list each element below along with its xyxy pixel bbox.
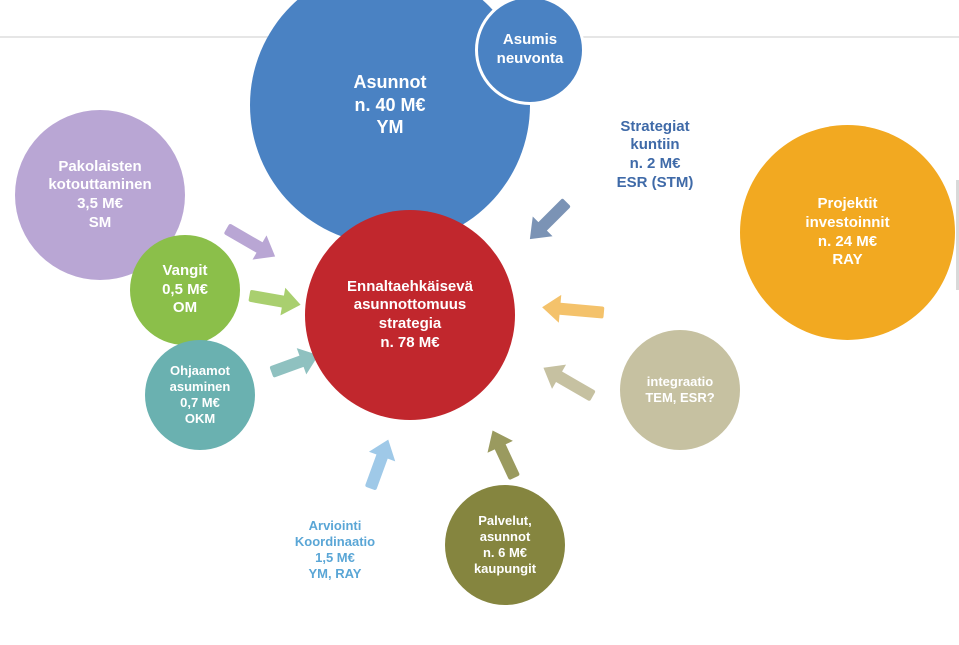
arrow xyxy=(538,357,600,409)
bubble-line: strategia xyxy=(379,315,442,334)
arrow xyxy=(521,192,576,247)
bubble-line: ESR (STM) xyxy=(617,174,694,193)
bubble-line: integraatio xyxy=(647,374,713,390)
arrow xyxy=(247,282,301,318)
bubble-palvelut: Palvelut, asunnot n. 6 M€ kaupungit xyxy=(445,485,565,605)
bubble-line: TEM, ESR? xyxy=(645,390,714,406)
bubble-line: SM xyxy=(89,214,112,233)
bubble-line: Asumis xyxy=(503,31,557,50)
bubble-line: n. 6 M€ xyxy=(483,545,527,561)
arrow xyxy=(357,437,400,494)
bubble-ohjaamot: Ohjaamot asuminen 0,7 M€ OKM xyxy=(145,340,255,450)
bubble-vangit: Vangit 0,5 M€ OM xyxy=(130,235,240,345)
bubble-ennaltaehkaiseva: Ennaltaehkäisevä asunnottomuus strategia… xyxy=(305,210,515,420)
bubble-line: OM xyxy=(173,299,197,318)
bubble-line: n. 24 M€ xyxy=(818,233,877,252)
bubble-line: kotouttaminen xyxy=(48,176,151,195)
arrow xyxy=(481,426,528,483)
bubble-line: Vangit xyxy=(162,262,207,281)
bubble-line: n. 2 M€ xyxy=(630,155,681,174)
bubble-line: Arviointi xyxy=(309,518,362,534)
bubble-projektit: Projektit investoinnit n. 24 M€ RAY xyxy=(740,125,955,340)
bubble-line: kaupungit xyxy=(474,561,536,577)
diagram-stage: Asunnot n. 40 M€ YM Asumis neuvonta Pako… xyxy=(0,0,959,645)
bubble-line: n. 78 M€ xyxy=(380,334,439,353)
bubble-line: Pakolaisten xyxy=(58,158,141,177)
bubble-strategiat: Strategiat kuntiin n. 2 M€ ESR (STM) xyxy=(595,95,715,215)
bubble-line: Ennaltaehkäisevä xyxy=(347,278,473,297)
bubble-line: kuntiin xyxy=(630,136,679,155)
bubble-line: Strategiat xyxy=(620,118,689,137)
bubble-line: Palvelut, xyxy=(478,513,531,529)
bubble-line: Koordinaatio xyxy=(295,534,375,550)
bubble-line: asuminen xyxy=(170,379,231,395)
bubble-line: Ohjaamot xyxy=(170,363,230,379)
bubble-arviointi: Arviointi Koordinaatio 1,5 M€ YM, RAY xyxy=(265,480,405,620)
bubble-line: 3,5 M€ xyxy=(77,195,123,214)
bubble-line: asunnottomuus xyxy=(354,296,467,315)
bubble-line: Asunnot xyxy=(354,71,427,94)
bubble-line: n. 40 M€ xyxy=(354,94,425,117)
bubble-asumisneuvonta: Asumis neuvonta xyxy=(475,0,585,105)
bubble-integraatio: integraatio TEM, ESR? xyxy=(620,330,740,450)
bubble-line: 0,5 M€ xyxy=(162,281,208,300)
bubble-line: neuvonta xyxy=(497,50,564,69)
bubble-line: 0,7 M€ xyxy=(180,395,220,411)
bubble-line: Projektit xyxy=(817,195,877,214)
arrow xyxy=(543,293,605,326)
bubble-line: asunnot xyxy=(480,529,531,545)
bubble-line: 1,5 M€ xyxy=(315,550,355,566)
bubble-line: investoinnit xyxy=(805,214,889,233)
bubble-line: YM xyxy=(377,116,404,139)
bubble-line: YM, RAY xyxy=(309,566,362,582)
bubble-line: OKM xyxy=(185,411,215,427)
bubble-line: RAY xyxy=(832,251,862,270)
